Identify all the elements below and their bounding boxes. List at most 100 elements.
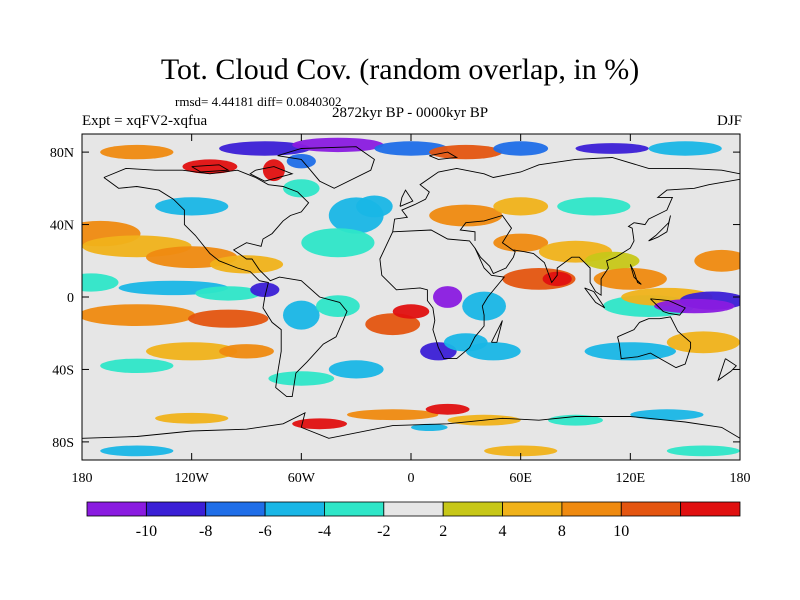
lon-tick-label: 120W <box>175 471 210 486</box>
coastline-path <box>82 412 740 439</box>
anomaly-blob <box>462 291 506 321</box>
coastline-path <box>717 358 738 382</box>
lon-tick-label: 0 <box>408 471 415 486</box>
coastline-path <box>648 215 671 242</box>
anomaly-blob <box>100 445 174 457</box>
map-title: Tot. Cloud Cov. (random overlap, in %) <box>160 53 640 86</box>
coastline-path <box>617 316 692 369</box>
anomaly-blob <box>465 342 521 361</box>
coastline-path <box>459 214 516 275</box>
colorbar: -10 -8 -6 -4 -2 2 4 8 10 <box>86 501 741 540</box>
anomaly-blob <box>328 360 384 379</box>
map-area <box>82 134 740 460</box>
coastline-path <box>103 167 348 398</box>
anomaly-blob <box>493 141 549 156</box>
anomaly-blob <box>542 271 572 287</box>
colorbar-label: 10 <box>613 523 629 540</box>
colorbar-swatch <box>145 501 207 517</box>
lat-tick-label: 40N <box>50 219 74 234</box>
anomaly-blob <box>316 295 360 317</box>
anomaly-blob <box>262 159 285 182</box>
anomaly-blob <box>100 358 174 373</box>
anomaly-blob <box>268 371 335 386</box>
rmsd-diff-stats: rmsd= 4.44181 diff= 0.0840302 <box>175 94 342 109</box>
colorbar-label: -6 <box>258 523 271 540</box>
anomaly-blob <box>493 233 549 252</box>
lat-tick-label: 40S <box>52 363 74 378</box>
coastline-path <box>249 166 294 182</box>
coastline-path <box>399 189 414 207</box>
anomaly-blob <box>82 273 119 292</box>
anomaly-blob <box>283 300 320 330</box>
coastline-path <box>513 178 740 297</box>
lat-tick-label: 0 <box>67 291 74 306</box>
anomaly-blob <box>666 445 740 457</box>
anomaly-blob <box>584 251 640 270</box>
anomaly-blob <box>301 228 375 258</box>
anomaly-blob <box>219 141 311 156</box>
anomaly-blob <box>155 197 229 216</box>
anomaly-blob <box>648 141 722 156</box>
anomaly-blob <box>425 403 470 415</box>
anomaly-blob <box>347 409 439 421</box>
anomaly-blob <box>694 249 740 272</box>
coastline-path <box>191 164 230 173</box>
lon-tick-label: 180 <box>730 471 751 486</box>
anomaly-blob <box>292 418 347 430</box>
anomaly-blob <box>100 144 174 160</box>
anomaly-blob <box>584 342 676 361</box>
anomaly-blob <box>356 195 393 218</box>
anomaly-blob <box>219 344 274 359</box>
lat-tick-label: 80S <box>52 436 74 451</box>
anomaly-blob <box>575 143 649 154</box>
anomaly-blob <box>433 286 463 308</box>
colorbar-swatch <box>502 501 563 517</box>
lon-tick-label: 120E <box>616 471 646 486</box>
anomaly-blob <box>155 412 229 424</box>
colorbar-swatch <box>620 501 682 517</box>
lon-tick-label: 180 <box>72 471 93 486</box>
coastlines <box>82 146 740 439</box>
time-period: 2872kyr BP - 0000kyr BP <box>331 105 489 121</box>
anomaly-blob <box>188 309 269 328</box>
lon-tick-label: 60W <box>288 471 316 486</box>
anomaly-blob <box>283 179 320 198</box>
anomaly-blob <box>365 313 421 336</box>
anomaly-blob <box>392 304 430 319</box>
colorbar-swatch <box>205 501 266 517</box>
anomaly-blob <box>654 298 735 314</box>
lat-tick-label: 80N <box>50 146 74 161</box>
anomaly-blob <box>292 137 384 153</box>
colorbar-swatch <box>680 501 741 517</box>
anomaly-blob <box>82 304 196 326</box>
anomaly-blob <box>493 197 549 216</box>
anomaly-blob <box>250 282 280 297</box>
anomaly-blob <box>593 268 667 290</box>
colorbar-label: 2 <box>439 523 447 540</box>
experiment-label: Expt = xqFV2-xqfua <box>82 113 208 129</box>
season-label: DJF <box>716 113 742 129</box>
coastline-path <box>379 229 506 360</box>
coastline-path <box>490 320 503 343</box>
anomaly-blob <box>209 255 284 274</box>
colorbar-label: -4 <box>318 523 331 540</box>
coastline-path <box>277 146 375 189</box>
colorbar-label: -8 <box>199 523 212 540</box>
colorbar-swatch <box>561 501 622 517</box>
colorbar-swatch <box>86 501 147 517</box>
colorbar-swatch <box>324 501 385 517</box>
anomaly-blob <box>666 331 740 354</box>
anomaly-blob <box>195 286 262 301</box>
coastline-path <box>429 151 459 160</box>
coastline-path <box>650 298 686 316</box>
anomaly-blob <box>411 423 448 431</box>
colorbar-label: -2 <box>377 523 390 540</box>
coastline-path <box>392 157 740 232</box>
colorbar-label: -10 <box>136 523 157 540</box>
coastline-path <box>629 264 642 285</box>
axis-ticks: 180 120W 60W 0 60E 120E 180 80N 40N 0 40S 80S <box>50 134 751 486</box>
colorbar-label: 4 <box>499 523 507 540</box>
anomaly-blob <box>630 409 704 421</box>
colorbar-swatch <box>264 501 325 517</box>
